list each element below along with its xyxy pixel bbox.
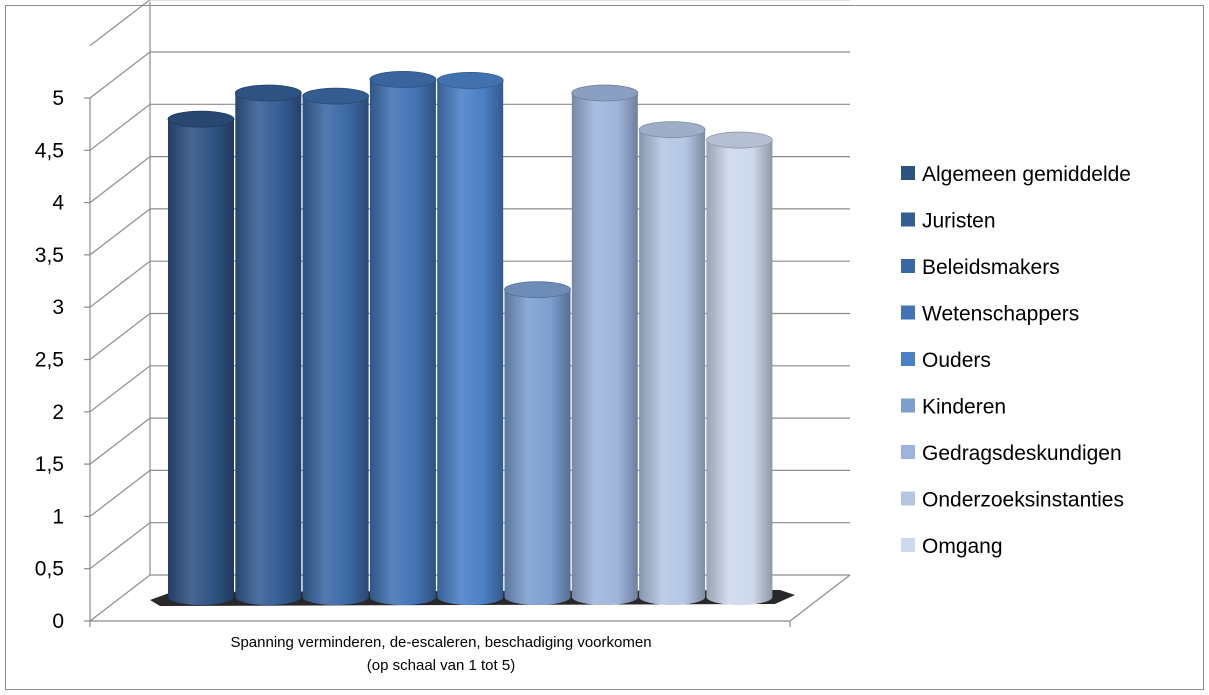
bar-omgang [706, 131, 773, 605]
y-tick-label: 0,5 [35, 558, 64, 581]
bar-top [369, 70, 437, 88]
y-tick-label: 2 [52, 401, 64, 424]
y-tick-label: 1,5 [35, 453, 64, 476]
legend-label: Gedragsdeskundigen [922, 442, 1122, 465]
bar-juristen [234, 84, 302, 606]
legend-label: Omgang [922, 535, 1003, 558]
gridline-diagonal [89, 103, 151, 151]
bar-wetenschappers [369, 70, 437, 606]
y-tick-label: 2,5 [35, 349, 64, 372]
bar-top [638, 121, 706, 139]
legend-label: Beleidsmakers [922, 256, 1060, 279]
bar-top [571, 84, 639, 102]
gridline-diagonal [89, 208, 151, 256]
legend-swatch [901, 166, 915, 180]
legend-swatch [901, 538, 915, 552]
bar-top [504, 281, 571, 299]
legend-label: Juristen [922, 210, 996, 233]
bar-body [437, 80, 504, 606]
bar-top [436, 72, 504, 89]
gridline-diagonal [89, 260, 151, 308]
gridline-diagonal [89, 522, 151, 570]
y-tick-label: 4 [52, 192, 64, 215]
bar-top [234, 84, 302, 102]
legend-label: Kinderen [922, 396, 1006, 419]
category-label-line-2: (op schaal van 1 tot 5) [367, 657, 515, 674]
y-tick-label: 3,5 [35, 244, 64, 267]
bar-beleidsmakers [302, 87, 370, 606]
gridline-diagonal [89, 365, 151, 413]
legend-swatch [901, 305, 915, 320]
bar-onderzoeksinstanties [638, 121, 706, 605]
y-tick-label: 4,5 [35, 139, 64, 162]
gridline-diagonal [89, 417, 151, 465]
gridline-diagonal [89, 313, 151, 360]
y-axis: 0 0,5 1 1,5 2 2,5 3 3,5 4 4,5 5 [35, 87, 90, 633]
bar-algemeen-gemiddelde [167, 110, 235, 605]
legend-label: Wetenschappers [922, 303, 1079, 326]
bar-body [369, 79, 436, 606]
bar-ouders [436, 72, 504, 606]
x-axis: Spanning verminderen, de-escaleren, besc… [230, 634, 651, 674]
y-tick-label: 1 [52, 505, 64, 528]
legend-swatch [901, 212, 915, 227]
bar-body [302, 96, 369, 606]
bar-top [706, 131, 773, 149]
bar-top [302, 87, 370, 105]
bar-body [706, 140, 773, 605]
bar-body [571, 92, 638, 606]
legend-label: Onderzoeksinstanties [922, 489, 1124, 512]
bar-body [168, 119, 234, 605]
legend-swatch [901, 445, 915, 459]
gridline-diagonal [89, 156, 151, 204]
floor-right-edge [789, 574, 851, 622]
legend-swatch [901, 259, 915, 273]
legend-label: Algemeen gemiddelde [922, 163, 1131, 186]
chart-walls [89, 1, 151, 621]
legend-swatch [901, 398, 915, 413]
legend-swatch [901, 352, 915, 366]
gridline-diagonal [89, 51, 151, 99]
y-tick-label: 0 [52, 610, 64, 633]
bar-kinderen [504, 281, 571, 605]
bar-body [639, 129, 706, 605]
bar-body [504, 289, 571, 605]
gridline-diagonal [89, 574, 151, 622]
bars [167, 70, 773, 606]
category-label-line-1: Spanning verminderen, de-escaleren, besc… [230, 634, 651, 651]
gridline-diagonal [89, 0, 151, 47]
bar-body [235, 92, 302, 606]
legend-label: Ouders [922, 349, 991, 372]
bar-top [167, 110, 235, 128]
y-tick-label: 5 [52, 87, 64, 110]
y-tick-label: 3 [52, 296, 64, 319]
gridline-diagonal [89, 469, 151, 517]
legend: Algemeen gemiddelde Juristen Beleidsmakers… [901, 163, 1131, 558]
legend-swatch [901, 491, 915, 506]
bar-gedragsdeskundigen [571, 84, 639, 606]
